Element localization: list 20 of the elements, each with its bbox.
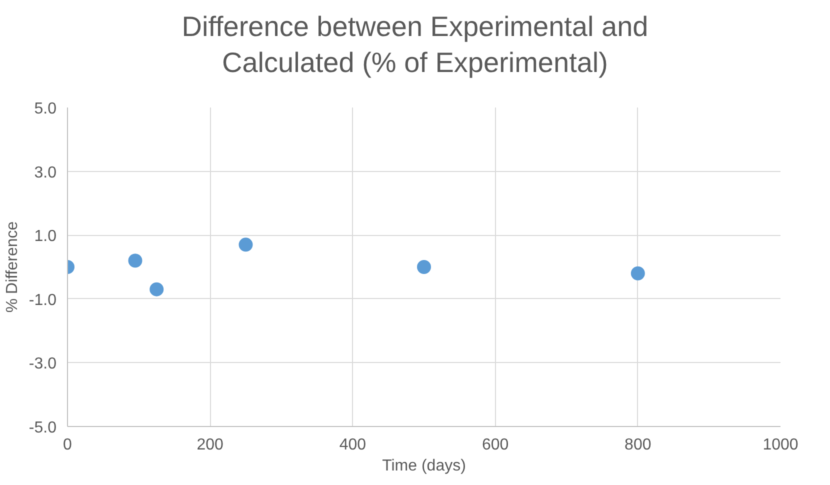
y-tick-label: 5.0 — [34, 100, 57, 118]
x-axis-title: Time (days) — [382, 457, 466, 474]
point — [630, 266, 645, 280]
y-tick-label: 1.0 — [34, 228, 57, 245]
point — [238, 237, 253, 252]
x-tick-label: 0 — [63, 436, 72, 454]
y-tick-label: -5.0 — [28, 419, 57, 436]
x-tick-label: 1000 — [762, 436, 798, 454]
x-tick-label: 600 — [482, 436, 509, 454]
point — [417, 260, 431, 274]
point — [128, 253, 142, 268]
y-tick-label: -3.0 — [28, 355, 57, 372]
y-tick-label: 3.0 — [34, 164, 57, 182]
x-tick-label: 800 — [624, 436, 652, 454]
chart-title: Difference between Experimental and Calculated (% of Experimental) — [180, 10, 650, 80]
x-tick-label: 400 — [339, 436, 366, 454]
y-tick-label: -1.0 — [28, 292, 57, 309]
y-axis-title: % Difference — [4, 221, 21, 312]
x-tick-label: 200 — [196, 436, 224, 454]
point — [150, 282, 164, 296]
